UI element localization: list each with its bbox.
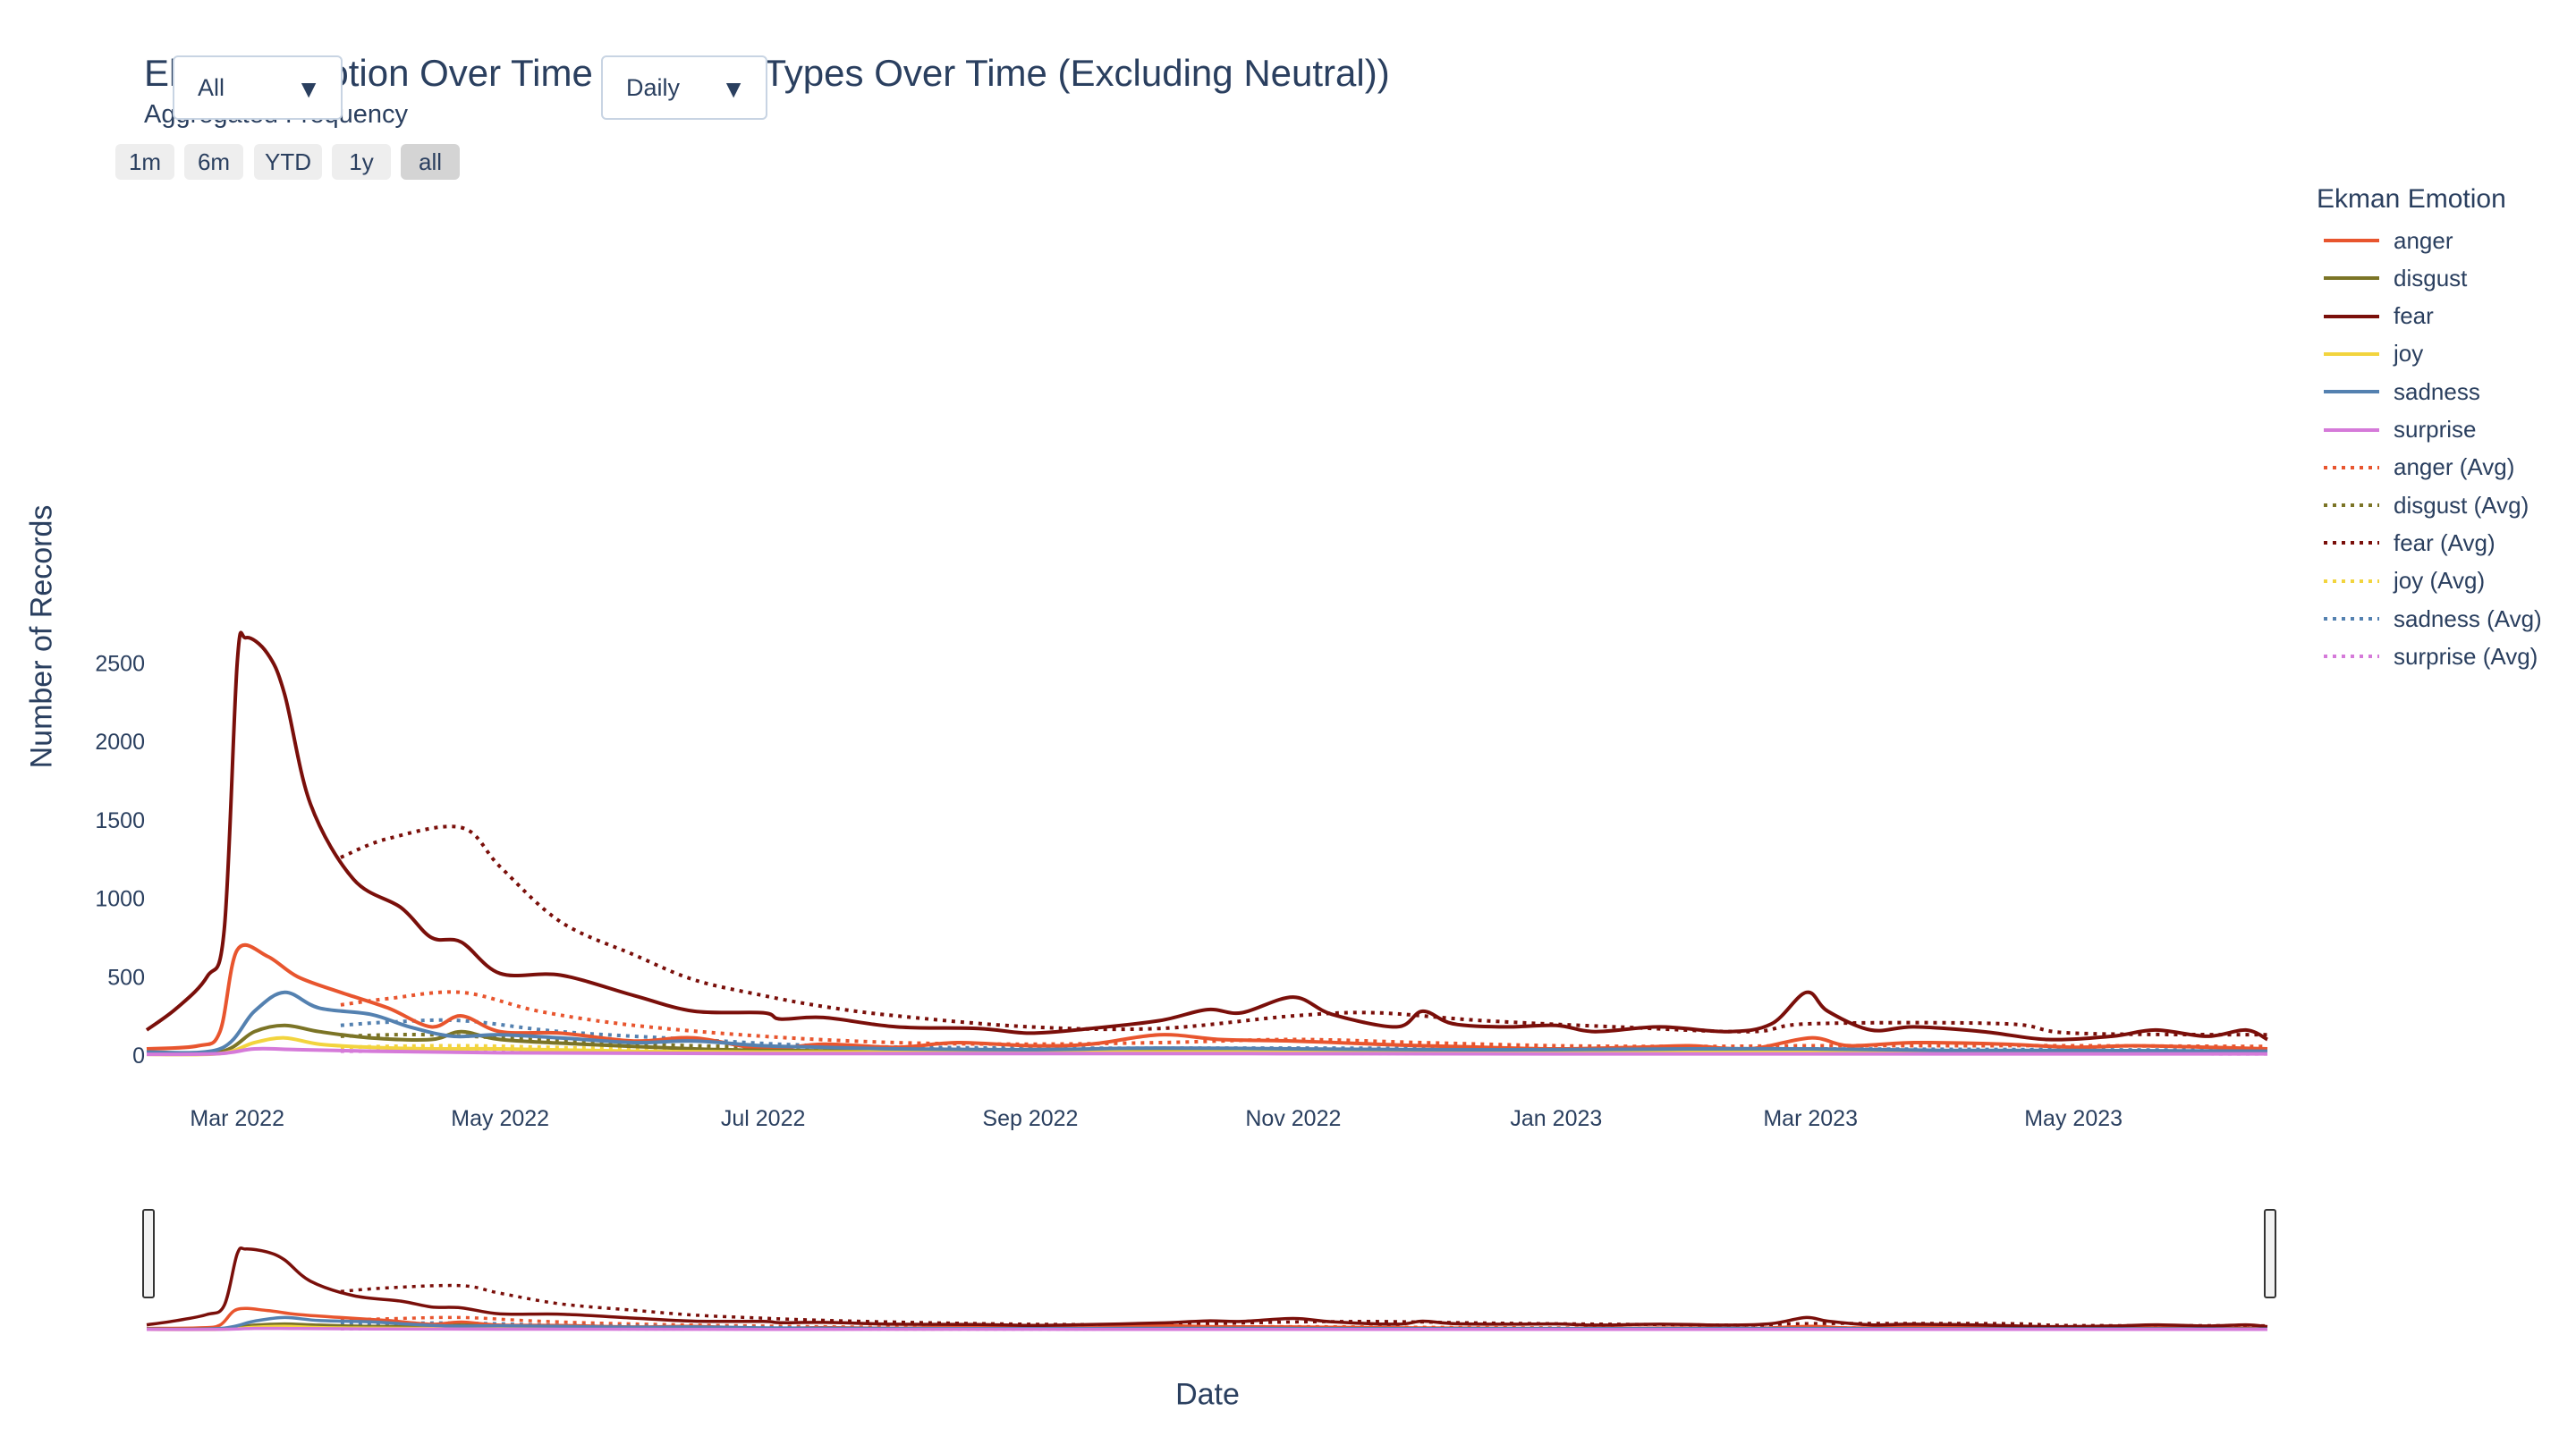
range-button-6m[interactable]: 6m — [184, 144, 243, 180]
y-axis-ticks: 0 500 1000 1500 2000 2500 — [95, 651, 145, 1069]
y-axis-title: Number of Records — [24, 504, 59, 769]
x-axis-ticks: Mar 2022 May 2022 Jul 2022 Sep 2022 Nov 2022… — [190, 1106, 2123, 1131]
x-tick-label: May 2022 — [451, 1106, 549, 1131]
dropdown-arrow-icon: ▼ — [721, 75, 746, 103]
legend-swatch — [2324, 655, 2379, 659]
legend-swatch — [2324, 465, 2379, 469]
legend-item-surprise-avg[interactable]: surprise (Avg) — [2322, 641, 2538, 672]
legend-item-disgust[interactable]: disgust — [2322, 263, 2467, 293]
legend-swatch — [2324, 276, 2379, 281]
legend-item-surprise[interactable]: surprise — [2322, 415, 2476, 445]
x-tick-label: Jan 2023 — [1510, 1106, 1602, 1131]
y-tick-label: 1500 — [95, 808, 145, 833]
series-line-anger[interactable] — [146, 942, 2268, 1052]
legend-label: fear — [2394, 302, 2434, 330]
range-button-all[interactable]: all — [401, 144, 460, 180]
legend-label: anger — [2394, 226, 2453, 254]
range-button-1m[interactable]: 1m — [115, 144, 174, 180]
legend-label: disgust (Avg) — [2394, 491, 2529, 519]
y-tick-label: 2500 — [95, 651, 145, 676]
legend-label: anger (Avg) — [2394, 453, 2515, 481]
x-tick-label: Mar 2023 — [1763, 1106, 1858, 1131]
legend-label: sadness — [2394, 377, 2480, 405]
legend-label: joy — [2394, 340, 2424, 368]
x-tick-label: Nov 2022 — [1245, 1106, 1341, 1131]
frequency-value: Daily — [626, 73, 681, 101]
emotion-filter-dropdown[interactable]: All ▼ — [173, 55, 343, 120]
legend-swatch — [2324, 314, 2379, 318]
legend-swatch — [2324, 239, 2379, 242]
range-slider-right-handle[interactable] — [2264, 1209, 2276, 1298]
legend-label: disgust — [2394, 264, 2468, 292]
series-line-fear[interactable] — [145, 630, 2268, 1042]
legend-label: sadness (Avg) — [2394, 604, 2542, 632]
y-tick-label: 2000 — [95, 730, 145, 755]
legend-item-joy-avg[interactable]: joy (Avg) — [2322, 566, 2485, 596]
legend-label: surprise (Avg) — [2394, 642, 2538, 670]
x-tick-label: May 2023 — [2024, 1106, 2123, 1131]
legend-title: Ekman Emotion — [2317, 184, 2506, 214]
legend-swatch — [2324, 390, 2379, 394]
slider-line-surprise — [146, 1326, 2267, 1331]
frequency-dropdown[interactable]: Daily ▼ — [601, 55, 767, 120]
legend-item-anger[interactable]: anger — [2322, 225, 2453, 256]
y-tick-label: 500 — [107, 965, 145, 990]
series-line-sadness[interactable] — [146, 990, 2268, 1055]
legend-label: joy (Avg) — [2394, 567, 2486, 595]
legend-swatch — [2324, 541, 2379, 545]
range-button-ytd[interactable]: YTD — [254, 144, 322, 180]
legend-label: fear (Avg) — [2394, 528, 2496, 556]
range-button-1y[interactable]: 1y — [332, 144, 391, 180]
series-line-fear-avg[interactable] — [340, 824, 2268, 1037]
plot-area — [145, 630, 2268, 1057]
y-tick-label: 0 — [132, 1044, 145, 1069]
x-tick-label: Mar 2022 — [190, 1106, 284, 1131]
legend-item-disgust-avg[interactable]: disgust (Avg) — [2322, 490, 2529, 520]
legend-swatch — [2324, 617, 2379, 621]
legend-swatch — [2324, 427, 2379, 432]
emotion-filter-value: All — [198, 73, 225, 101]
legend-item-fear-avg[interactable]: fear (Avg) — [2322, 528, 2496, 558]
range-slider-left-handle[interactable] — [142, 1209, 155, 1298]
legend-label: surprise — [2394, 416, 2477, 443]
legend-item-fear[interactable]: fear — [2322, 301, 2434, 332]
slider-line-fear — [146, 1246, 2268, 1329]
dropdown-arrow-icon: ▼ — [296, 75, 321, 103]
legend-swatch — [2324, 503, 2379, 508]
legend-swatch — [2324, 579, 2379, 583]
x-axis-title: Date — [1175, 1377, 1240, 1412]
legend-item-sadness-avg[interactable]: sadness (Avg) — [2322, 604, 2542, 634]
range-slider-preview[interactable] — [146, 1246, 2268, 1331]
x-tick-label: Sep 2022 — [982, 1106, 1078, 1131]
series-line-surprise[interactable] — [146, 1046, 2268, 1057]
legend-swatch — [2324, 351, 2379, 356]
legend-item-anger-avg[interactable]: anger (Avg) — [2322, 452, 2514, 483]
y-tick-label: 1000 — [95, 887, 145, 912]
legend-item-sadness[interactable]: sadness — [2322, 376, 2480, 407]
x-tick-label: Jul 2022 — [721, 1106, 806, 1131]
legend-item-joy[interactable]: joy — [2322, 339, 2423, 369]
